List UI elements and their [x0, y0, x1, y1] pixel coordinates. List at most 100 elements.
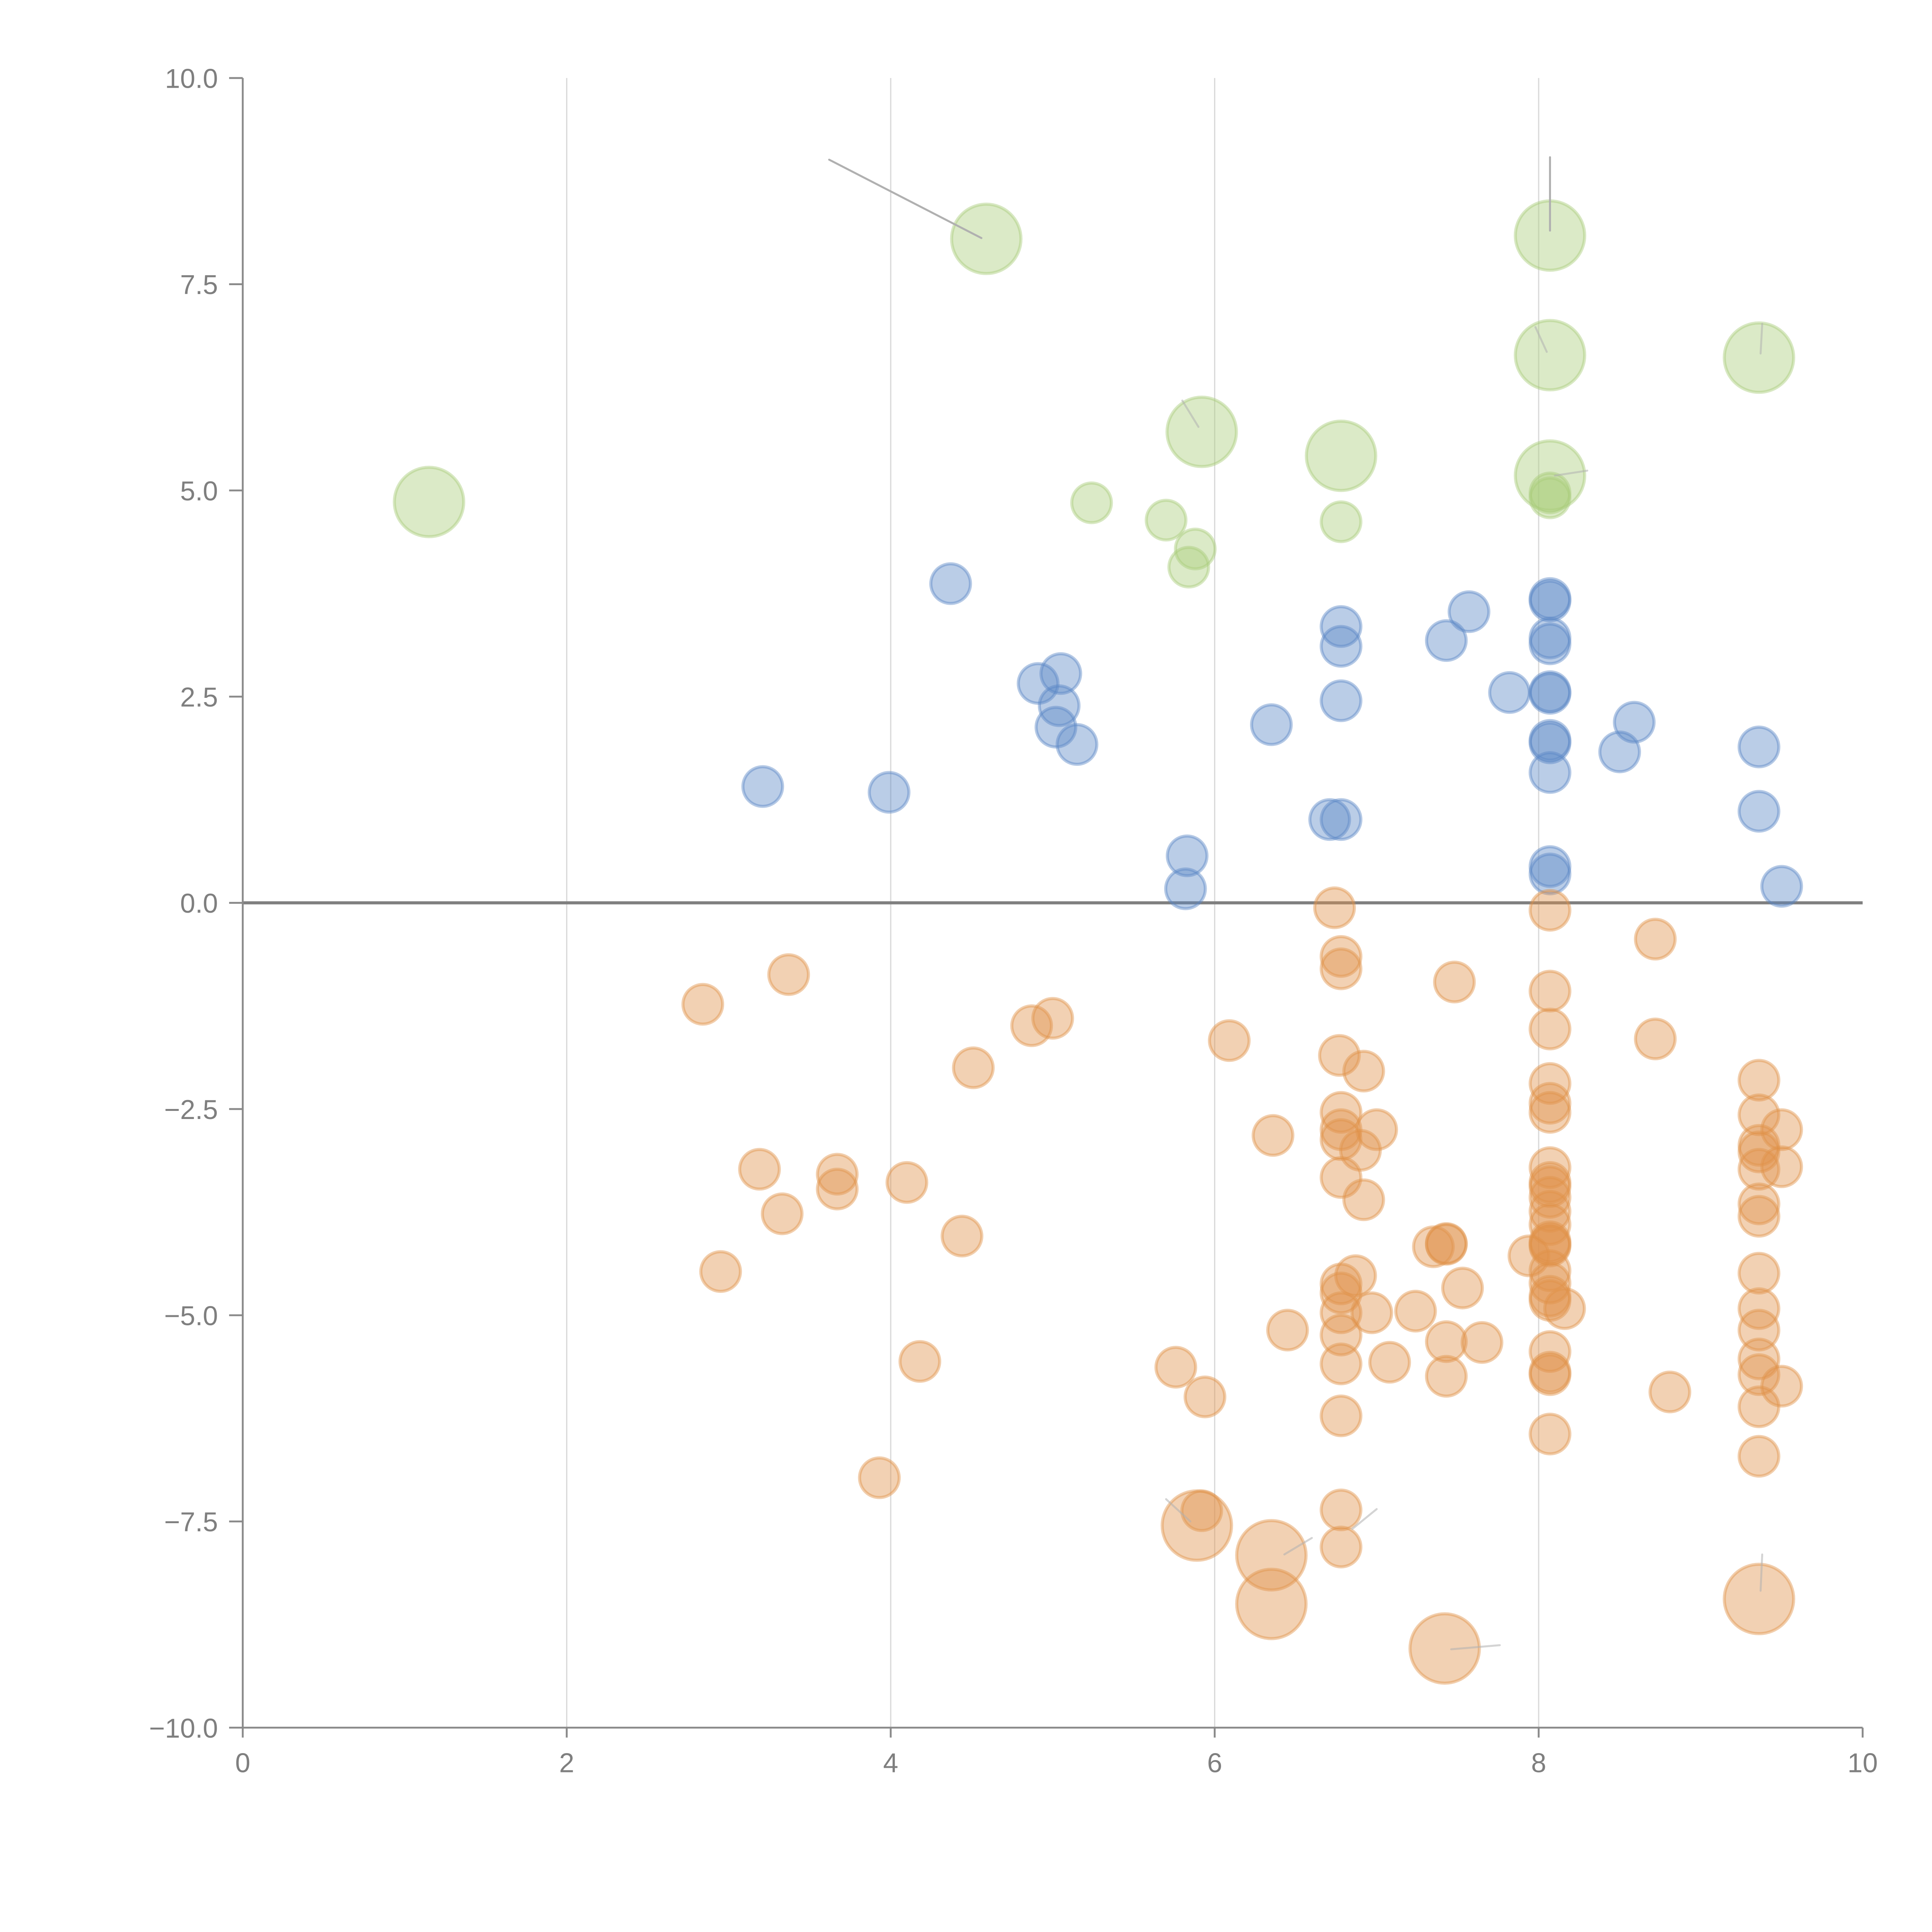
orange-data-point: [1529, 1190, 1571, 1233]
y-tick-label: 2.5: [180, 682, 218, 713]
blue-data-point: [1529, 577, 1571, 620]
blue-data-point: [1737, 790, 1781, 833]
blue-data-point: [741, 765, 784, 808]
blue-data-point: [1425, 619, 1468, 662]
orange-data-point: [1350, 1291, 1393, 1334]
orange-data-point: [1320, 1091, 1362, 1134]
y-tick-label: −10.0: [149, 1713, 218, 1743]
orange-data-point: [1252, 1114, 1294, 1157]
data-points: [393, 199, 1803, 1685]
orange-data-point: [1320, 1394, 1362, 1437]
orange-data-point: [1648, 1371, 1691, 1413]
annotation-leader-line: [1351, 1508, 1378, 1530]
orange-data-point: [1760, 1145, 1803, 1188]
orange-data-point: [1723, 1563, 1795, 1635]
orange-data-point: [1320, 1526, 1362, 1568]
orange-data-point: [1507, 1234, 1551, 1277]
orange-data-point: [1266, 1308, 1309, 1352]
annotation-leaders: [828, 156, 1764, 1650]
green-data-point: [1514, 439, 1587, 512]
blue-data-point: [1166, 834, 1209, 878]
orange-data-point: [1529, 1146, 1571, 1189]
orange-data-point: [1529, 1007, 1571, 1051]
annotation-leader-line: [1165, 1498, 1192, 1523]
blue-data-point: [1529, 852, 1571, 896]
orange-data-point: [1529, 1249, 1571, 1292]
green-data-point: [1167, 546, 1210, 589]
orange-data-point: [816, 1153, 859, 1196]
blue-data-point: [1447, 590, 1491, 633]
orange-data-point: [1334, 1254, 1377, 1297]
orange-data-point: [1737, 1124, 1781, 1167]
orange-data-point: [1737, 1435, 1781, 1478]
orange-data-point: [1543, 1287, 1586, 1330]
annotation-leader-line: [1283, 1537, 1313, 1556]
orange-data-point: [1529, 1161, 1571, 1204]
orange-data-point: [898, 1340, 941, 1383]
orange-data-point: [1425, 1320, 1468, 1363]
orange-data-point: [1184, 1375, 1226, 1418]
orange-data-point: [1320, 935, 1362, 978]
orange-data-point: [1737, 1385, 1781, 1429]
orange-data-point: [1010, 1004, 1053, 1047]
orange-data-point: [1737, 1252, 1781, 1295]
blue-data-point: [1320, 679, 1362, 722]
green-data-point: [1529, 471, 1571, 514]
blue-data-point: [1037, 684, 1081, 727]
annotation-leader-line: [1534, 326, 1548, 353]
orange-data-point: [1529, 1091, 1571, 1134]
y-tick-label: −2.5: [164, 1094, 218, 1125]
annotation-leader-line: [1450, 1644, 1501, 1650]
orange-data-point: [1760, 1365, 1803, 1408]
orange-data-point: [1529, 889, 1571, 932]
orange-data-point: [1320, 1291, 1362, 1334]
blue-data-point: [929, 562, 972, 605]
green-data-point: [1514, 319, 1587, 391]
blue-data-point: [1320, 605, 1362, 648]
blue-data-point: [1320, 625, 1362, 668]
orange-data-point: [1737, 1195, 1781, 1238]
orange-data-point: [1529, 1062, 1571, 1105]
orange-data-point: [1154, 1346, 1197, 1389]
orange-data-point: [1737, 1148, 1781, 1191]
orange-data-point: [1737, 1093, 1781, 1136]
x-tick-label: 10: [1847, 1748, 1878, 1778]
orange-data-point: [1529, 1223, 1571, 1266]
x-tick-label: 2: [559, 1748, 574, 1778]
x-tick-label: 4: [883, 1748, 898, 1778]
annotation-leader-line: [1759, 323, 1764, 355]
orange-data-point: [1235, 1519, 1308, 1592]
blue-data-point: [1529, 751, 1571, 794]
orange-data-point: [1737, 1130, 1781, 1173]
orange-data-point: [1408, 1612, 1481, 1685]
orange-data-point: [1529, 1203, 1571, 1246]
orange-data-point: [1529, 1082, 1571, 1125]
orange-data-point: [1320, 1262, 1362, 1306]
orange-data-point: [858, 1456, 901, 1499]
x-tick-label: 8: [1531, 1748, 1546, 1778]
orange-data-point: [1529, 1275, 1571, 1318]
blue-data-point: [1760, 865, 1803, 908]
green-data-point: [1173, 527, 1217, 571]
orange-data-point: [1394, 1289, 1437, 1333]
y-tick-label: −7.5: [164, 1507, 218, 1537]
y-ticks: 10.0 7.5 5.0 2.5 0.0 −2.5 −5.0 −7.5 −10.0: [149, 63, 243, 1743]
orange-data-point: [1737, 1059, 1781, 1102]
orange-data-point: [1320, 947, 1362, 990]
green-data-point: [393, 466, 466, 538]
orange-data-point: [1737, 1182, 1781, 1225]
orange-data-point: [1368, 1341, 1411, 1384]
x-ticks: 0 2 4 6 8 10: [235, 1728, 1878, 1778]
blue-data-point: [1529, 617, 1571, 660]
orange-data-point: [1529, 1353, 1571, 1396]
blue-data-point: [1613, 701, 1656, 744]
orange-data-point: [1529, 969, 1571, 1013]
blue-data-point: [1308, 798, 1351, 841]
orange-data-point: [1342, 1049, 1385, 1093]
orange-data-point: [1208, 1019, 1251, 1062]
orange-data-point: [1313, 886, 1356, 929]
orange-data-point: [1320, 1108, 1362, 1151]
orange-data-point: [1342, 1178, 1385, 1221]
blue-data-point: [1320, 798, 1362, 841]
orange-data-point: [1433, 961, 1476, 1003]
